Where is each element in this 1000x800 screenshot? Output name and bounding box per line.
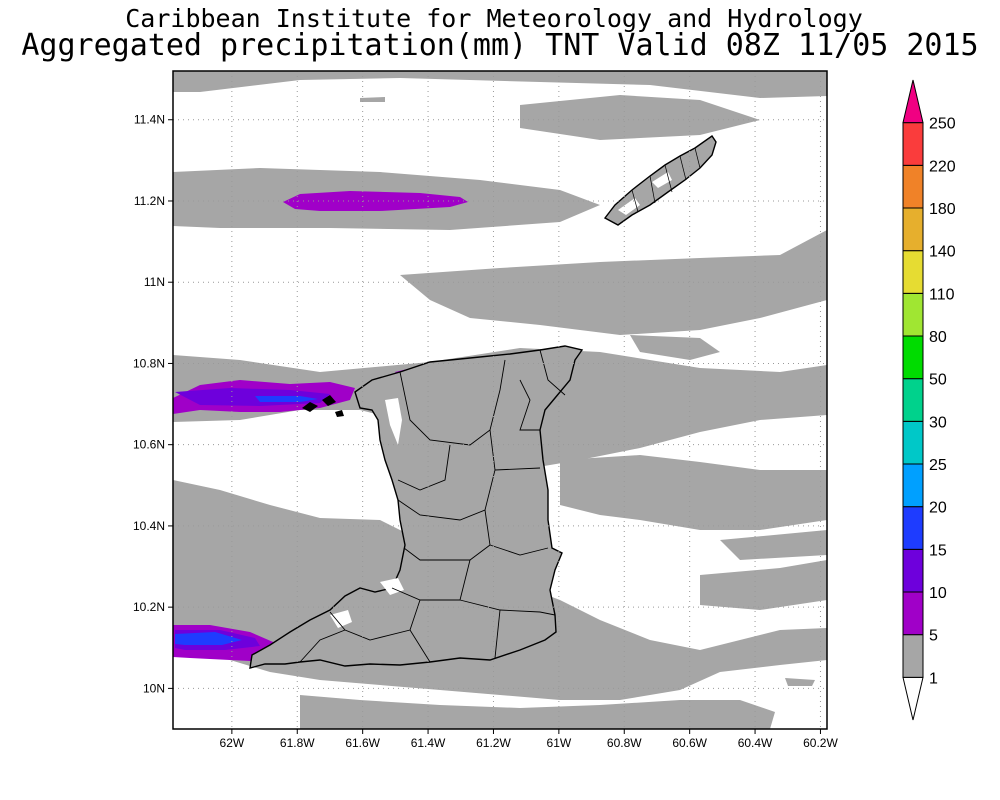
title-line-1: Caribbean Institute for Meteorology and … (125, 4, 863, 33)
colorbar-label: 220 (929, 158, 956, 175)
colorbar-label: 50 (929, 372, 947, 389)
colorbar-label: 20 (929, 500, 947, 517)
colorbar-swatch (902, 591, 924, 636)
lon-tick-label: 61.2W (476, 736, 511, 750)
colorbar-label: 15 (929, 542, 947, 559)
lat-tick-label: 10N (143, 681, 165, 695)
lat-tick-label: 11.2N (134, 194, 165, 208)
lat-tick-label: 11N (144, 275, 165, 289)
colorbar-swatch (902, 634, 924, 678)
colorbar-swatch (902, 548, 924, 593)
colorbar-swatch (902, 463, 924, 508)
lon-tick-label: 60.4W (738, 736, 773, 750)
lon-tick-label: 61.4W (411, 736, 446, 750)
colorbar-swatch (902, 79, 924, 124)
title-line-2: Aggregated precipitation(mm) TNT Valid 0… (21, 28, 979, 63)
colorbar-swatch (902, 378, 924, 422)
colorbar-label: 110 (929, 286, 955, 303)
lon-tick-label: 60.6W (672, 736, 707, 750)
lon-tick-label: 61.6W (345, 736, 380, 750)
lon-tick-label: 61W (547, 736, 572, 750)
colorbar-label: 1 (929, 670, 938, 687)
latitude-axis: 11.4N 11.2N 11N 10.8N 10.6N 10.4N 10.2N 10N (133, 113, 173, 695)
colorbar-swatch (902, 420, 924, 465)
colorbar-swatch (902, 207, 924, 252)
trinidad-outline (249, 345, 584, 669)
colorbar-swatch (902, 122, 924, 166)
lon-tick-label: 60.2W (803, 736, 838, 750)
colorbar-swatch (902, 164, 924, 209)
colorbar-swatch (902, 506, 924, 550)
grid-lines (173, 71, 827, 729)
colorbar-label: 5 (929, 628, 938, 645)
lat-tick-label: 10.2N (133, 600, 165, 614)
colorbar-label: 25 (929, 457, 947, 474)
colorbar-swatch (902, 676, 924, 721)
lat-tick-label: 10.6N (133, 438, 165, 452)
lon-tick-label: 62W (220, 736, 245, 750)
precipitation-field (173, 71, 827, 729)
lat-tick-label: 10.8N (133, 356, 165, 370)
colorbar-swatch (902, 250, 924, 294)
longitude-axis: 62W 61.8W 61.6W 61.4W 61.2W 61W 60.8W 60.6W 60.4… (220, 729, 838, 750)
colorbar-label: 250 (929, 116, 956, 133)
colorbar-label: 140 (929, 244, 956, 261)
lat-tick-label: 10.4N (133, 519, 165, 533)
lon-tick-label: 61.8W (280, 736, 315, 750)
colorbar-label: 180 (929, 201, 956, 218)
colorbar-label: 80 (929, 329, 947, 346)
lon-tick-label: 60.8W (607, 736, 642, 750)
colorbar-swatch (902, 335, 924, 380)
colorbar-label: 10 (929, 585, 947, 602)
map-frame (172, 70, 828, 730)
lat-tick-label: 11.4N (134, 113, 165, 127)
colorbar-swatch (902, 292, 924, 337)
colorbar-label: 30 (929, 414, 947, 431)
